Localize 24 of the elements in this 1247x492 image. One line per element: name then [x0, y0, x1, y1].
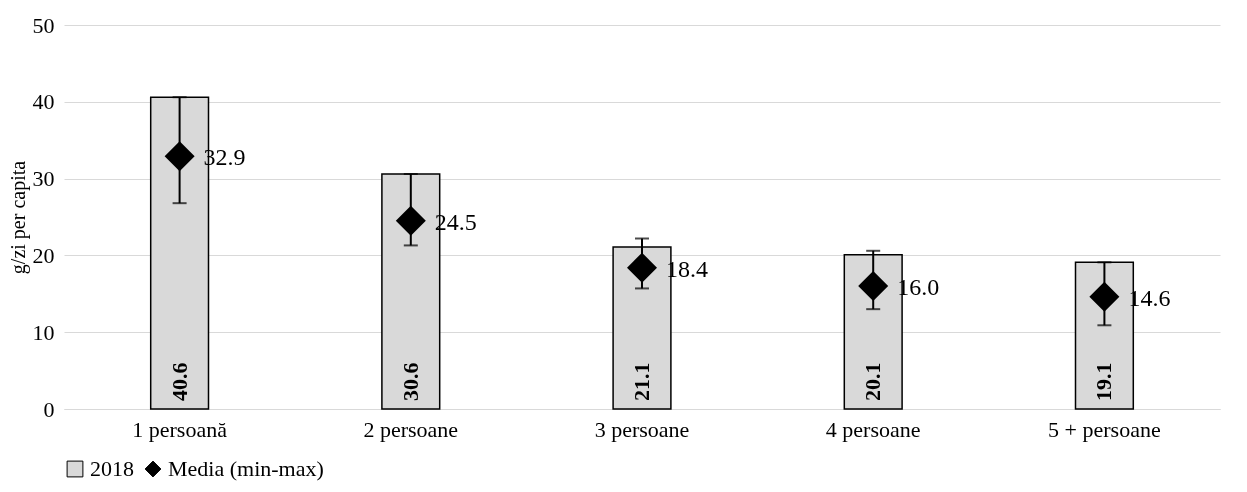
legend-label: Media (min-max) — [168, 456, 324, 481]
point — [395, 205, 426, 236]
data-label: 40.6 — [166, 362, 192, 401]
x-tick-label: 1 persoană — [132, 416, 228, 442]
point — [858, 271, 889, 302]
x-tick-label: 4 persoane — [825, 416, 921, 442]
data-label: 20.1 — [860, 362, 886, 401]
y-tick-label: 50 — [32, 12, 55, 38]
y-axis-title: g/zi per capita — [6, 160, 30, 275]
data-label: 21.1 — [629, 362, 654, 401]
y-tick-label: 40 — [32, 89, 55, 115]
point — [1089, 281, 1120, 312]
data-label: 30.6 — [397, 362, 423, 401]
legend-label: 2018 — [90, 456, 134, 481]
x-tick-label: 3 persoane — [594, 416, 690, 442]
y-tick-label: 20 — [32, 242, 55, 268]
x-tick-label: 2 persoane — [363, 416, 459, 442]
y-tick-label: 0 — [43, 396, 55, 422]
point — [164, 141, 195, 172]
y-tick-label: 30 — [32, 166, 55, 192]
data-label: 19.1 — [1091, 362, 1117, 401]
point — [627, 252, 657, 283]
x-tick-label: 5 + persoane — [1048, 416, 1161, 442]
y-tick-label: 10 — [32, 319, 55, 345]
